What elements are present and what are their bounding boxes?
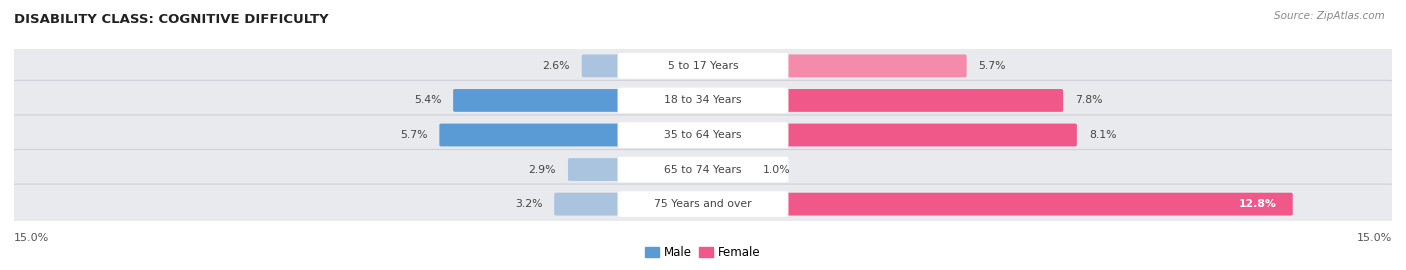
FancyBboxPatch shape <box>11 80 1395 120</box>
Text: 2.9%: 2.9% <box>529 164 555 175</box>
Legend: Male, Female: Male, Female <box>641 241 765 264</box>
Text: 5.7%: 5.7% <box>979 61 1007 71</box>
FancyBboxPatch shape <box>554 193 704 215</box>
Text: 18 to 34 Years: 18 to 34 Years <box>664 95 742 106</box>
Text: Source: ZipAtlas.com: Source: ZipAtlas.com <box>1274 11 1385 21</box>
FancyBboxPatch shape <box>702 89 1063 112</box>
Text: 7.8%: 7.8% <box>1076 95 1102 106</box>
Text: 15.0%: 15.0% <box>1357 234 1392 244</box>
FancyBboxPatch shape <box>582 55 704 77</box>
Text: 2.6%: 2.6% <box>543 61 569 71</box>
Text: 1.0%: 1.0% <box>762 164 790 175</box>
FancyBboxPatch shape <box>617 88 789 113</box>
FancyBboxPatch shape <box>11 150 1395 190</box>
FancyBboxPatch shape <box>702 158 751 181</box>
FancyBboxPatch shape <box>439 124 704 146</box>
FancyBboxPatch shape <box>568 158 704 181</box>
Text: 75 Years and over: 75 Years and over <box>654 199 752 209</box>
Text: 8.1%: 8.1% <box>1088 130 1116 140</box>
Text: 15.0%: 15.0% <box>14 234 49 244</box>
Text: 5.7%: 5.7% <box>399 130 427 140</box>
Text: 3.2%: 3.2% <box>515 199 543 209</box>
Text: 12.8%: 12.8% <box>1239 199 1277 209</box>
Text: DISABILITY CLASS: COGNITIVE DIFFICULTY: DISABILITY CLASS: COGNITIVE DIFFICULTY <box>14 13 329 26</box>
Text: 5 to 17 Years: 5 to 17 Years <box>668 61 738 71</box>
Text: 5.4%: 5.4% <box>413 95 441 106</box>
FancyBboxPatch shape <box>702 193 1292 215</box>
FancyBboxPatch shape <box>617 53 789 79</box>
Text: 35 to 64 Years: 35 to 64 Years <box>664 130 742 140</box>
FancyBboxPatch shape <box>11 115 1395 155</box>
FancyBboxPatch shape <box>11 46 1395 86</box>
FancyBboxPatch shape <box>617 191 789 217</box>
FancyBboxPatch shape <box>617 157 789 182</box>
Text: 65 to 74 Years: 65 to 74 Years <box>664 164 742 175</box>
FancyBboxPatch shape <box>617 122 789 148</box>
FancyBboxPatch shape <box>11 184 1395 224</box>
FancyBboxPatch shape <box>453 89 704 112</box>
FancyBboxPatch shape <box>702 124 1077 146</box>
FancyBboxPatch shape <box>702 55 967 77</box>
